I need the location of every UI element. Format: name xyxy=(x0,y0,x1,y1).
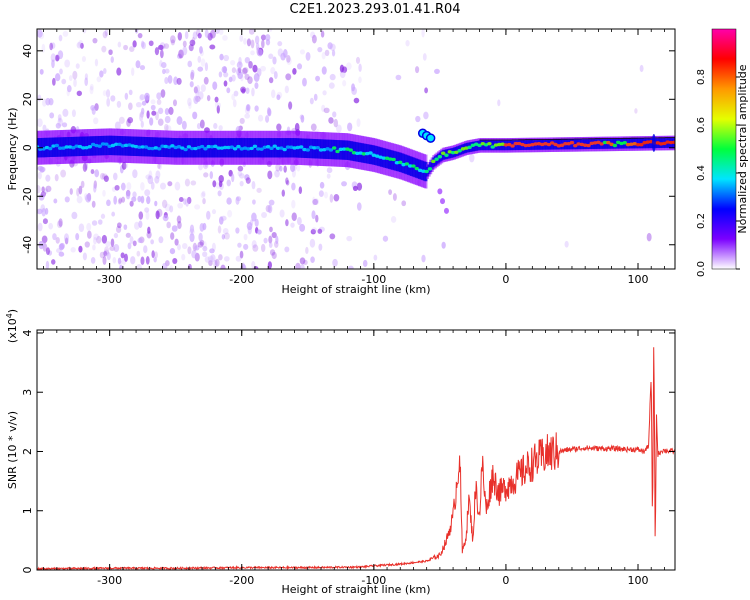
colorbar-tick-label: 0.8 xyxy=(696,69,707,85)
spectrogram-y-tick-label: 40 xyxy=(21,44,34,58)
snr-x-tick-label: -200 xyxy=(229,574,254,587)
spectrogram-x-tick-label: -200 xyxy=(229,273,254,286)
snr-panel: -300 -200 -100 0 100 0 1 2 3 4 Height of straight… xyxy=(5,309,676,596)
colorbar-label: Normalized spectral amplitude xyxy=(736,64,749,233)
snr-series-line xyxy=(37,347,675,570)
snr-y-tick-label: 2 xyxy=(21,448,34,455)
snr-y-tick-label: 1 xyxy=(21,507,34,514)
colorbar-tick-label: 0.0 xyxy=(696,261,707,277)
snr-plot-area xyxy=(37,347,675,570)
snr-x-tick-label: -300 xyxy=(97,574,122,587)
snr-y-axis-unit: (x104) xyxy=(5,309,19,343)
snr-x-axis-label: Height of straight line (km) xyxy=(281,583,430,596)
snr-x-tick-label: -100 xyxy=(361,574,386,587)
colorbar-ticks: 0.0 0.2 0.4 0.6 0.8 xyxy=(696,69,740,277)
snr-y-tick-label: 3 xyxy=(21,389,34,396)
snr-x-tick-label: 100 xyxy=(628,574,649,587)
colorbar-strip xyxy=(711,28,737,270)
spectrogram-y-tick-label: 20 xyxy=(21,92,34,106)
spectrogram-x-tick-label: -100 xyxy=(361,273,386,286)
spectrogram-y-axis-label: Frequency (Hz) xyxy=(6,108,19,191)
page-title: C2E1.2023.293.01.41.R04 xyxy=(289,2,461,17)
colorbar-tick-label: 0.2 xyxy=(696,213,707,229)
spectrogram-y-tick-label: 0 xyxy=(21,144,34,151)
spectrogram-y-tick-label: -40 xyxy=(21,236,34,254)
snr-ticks: -300 -200 -100 0 100 0 1 2 3 4 xyxy=(21,329,675,587)
spectrogram-y-tick-label: -20 xyxy=(21,187,34,205)
colorbar-tick-label: 0.6 xyxy=(696,117,707,133)
colorbar-tick-label: 0.4 xyxy=(696,165,707,181)
snr-x-tick-label: 0 xyxy=(502,574,509,587)
ridge-outline xyxy=(479,137,675,141)
snr-y-axis-label: SNR (10 * v/v) xyxy=(6,411,19,489)
spectrogram-x-tick-label: 100 xyxy=(628,273,649,286)
spectrogram-heatmap xyxy=(37,29,675,269)
spectrogram-x-tick-label: 0 xyxy=(502,273,509,286)
snr-y-tick-label: 4 xyxy=(21,329,34,336)
spectrogram-x-axis-label: Height of straight line (km) xyxy=(281,283,430,296)
snr-y-tick-label: 0 xyxy=(21,567,34,574)
spectrogram-x-tick-label: -300 xyxy=(97,273,122,286)
colorbar: 0.0 0.2 0.4 0.6 0.8 Normalized spectral ampl… xyxy=(696,28,749,277)
